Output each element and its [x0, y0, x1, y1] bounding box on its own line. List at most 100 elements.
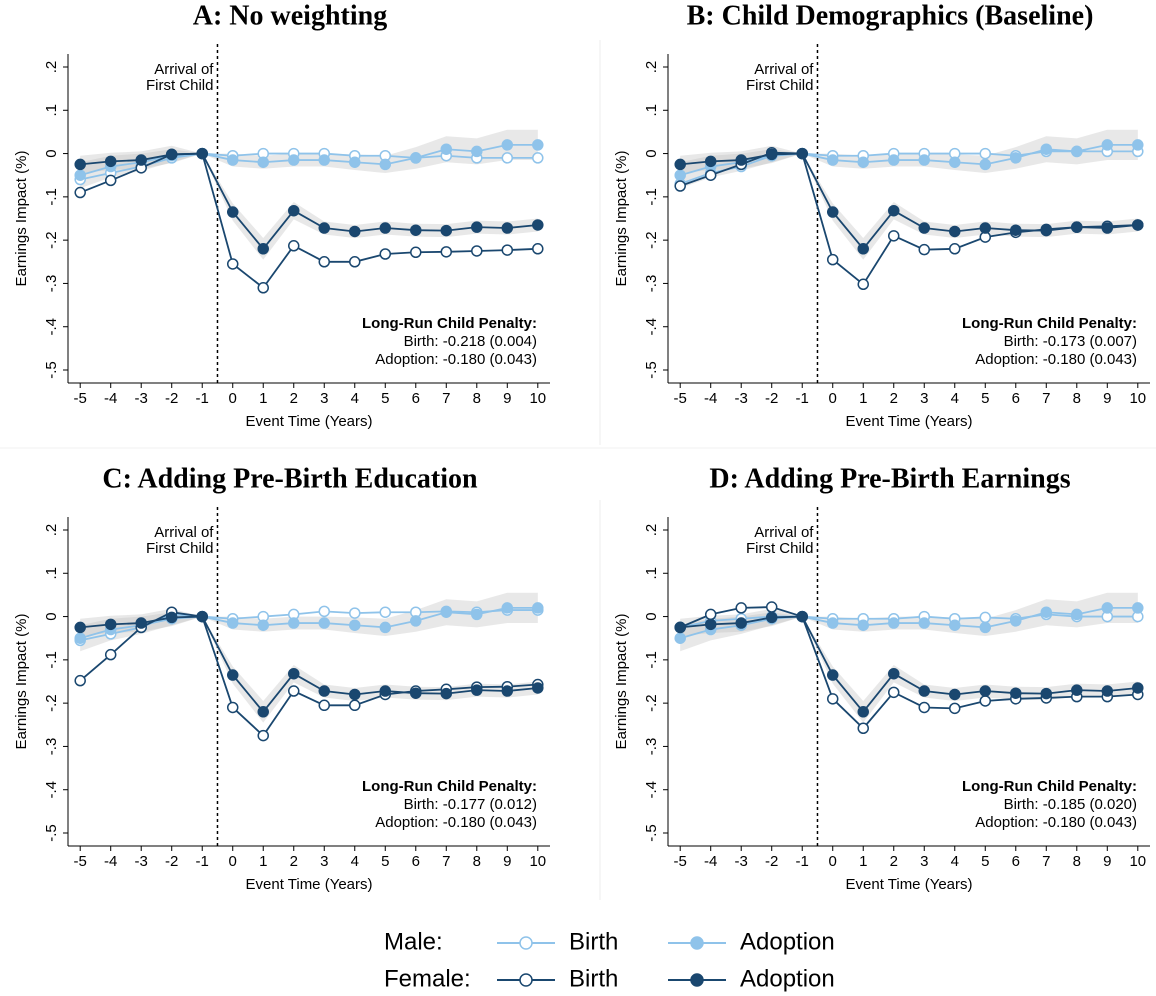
data-point [318, 685, 331, 697]
series-line [680, 152, 1138, 251]
series-line [680, 613, 1138, 629]
data-point [674, 158, 686, 171]
x-tick-label: -2 [765, 853, 778, 870]
data-point [349, 688, 361, 701]
data-point [501, 222, 514, 234]
y-tick-label: -.1 [43, 188, 60, 206]
data-point [318, 256, 331, 268]
y-tick-label: -.4 [643, 318, 660, 336]
y-tick-label: -.3 [43, 275, 60, 293]
y-tick-label: 0 [643, 149, 660, 157]
data-point [857, 706, 869, 718]
data-point [1101, 139, 1114, 151]
penalty-note: Birth: -0.177 (0.012) [404, 796, 537, 813]
data-point [501, 152, 514, 164]
data-point [318, 605, 331, 618]
data-point [318, 222, 331, 234]
x-tick-label: -3 [135, 853, 148, 870]
x-tick-label: 4 [951, 853, 959, 870]
data-point [1071, 608, 1083, 621]
x-tick-label: 2 [290, 390, 298, 407]
series-line [79, 607, 538, 640]
legend-label: Adoption [740, 965, 835, 992]
x-tick-label: -4 [104, 390, 117, 407]
data-point [735, 154, 747, 166]
data-point [226, 206, 239, 218]
data-point [1101, 222, 1114, 234]
data-point [165, 148, 178, 161]
y-tick-label: -.2 [643, 231, 660, 249]
data-point [349, 225, 361, 238]
data-point [104, 174, 117, 187]
data-point [826, 669, 839, 681]
chart-title: C: Adding Pre-Birth Education [102, 463, 478, 494]
data-point [826, 693, 839, 705]
data-point [440, 143, 453, 155]
data-point [826, 617, 839, 629]
ci-band [680, 129, 1138, 189]
x-tick-label: -5 [74, 390, 87, 407]
data-point [501, 244, 514, 256]
x-tick-label: 4 [351, 390, 359, 407]
x-tick-label: 9 [1103, 853, 1111, 870]
x-tick-label: 5 [381, 390, 389, 407]
data-point [287, 204, 300, 217]
data-point [1132, 602, 1144, 614]
data-point [1010, 615, 1022, 627]
data-point [74, 621, 86, 634]
data-point [979, 222, 992, 234]
x-tick-label: 10 [529, 390, 546, 407]
data-point [704, 169, 717, 181]
data-point [949, 619, 961, 631]
data-point [887, 204, 900, 217]
y-tick-label: -.2 [643, 694, 660, 712]
y-tick-label: -.2 [43, 231, 60, 249]
x-tick-label: 8 [1073, 853, 1081, 870]
data-point [826, 206, 839, 218]
data-point [471, 684, 483, 696]
data-point [704, 155, 717, 168]
data-point [74, 186, 86, 199]
y-tick-label: .1 [643, 567, 660, 580]
legend-label: Adoption [740, 928, 835, 955]
data-point [796, 147, 808, 160]
ci-band [80, 592, 538, 652]
x-tick-label: -4 [704, 853, 717, 870]
x-tick-label: 3 [920, 390, 928, 407]
y-tick-label: -.3 [643, 738, 660, 756]
data-point [1101, 602, 1114, 614]
data-point [1132, 219, 1144, 231]
x-tick-label: -3 [735, 390, 748, 407]
y-tick-label: 0 [43, 149, 60, 157]
x-axis-title: Event Time (Years) [246, 413, 373, 430]
legend-group: Female: [384, 965, 471, 992]
data-point [410, 687, 422, 699]
series-line [80, 152, 538, 181]
y-tick-label: -.4 [43, 781, 60, 799]
y-tick-label: -.4 [643, 781, 660, 799]
data-point [735, 617, 747, 629]
event-label: Arrival of [754, 61, 814, 78]
y-tick-label: -.3 [43, 738, 60, 756]
y-tick-label: .1 [43, 104, 60, 117]
data-point [674, 169, 686, 181]
data-point [532, 152, 544, 164]
data-point [765, 148, 778, 161]
y-tick-label: -.1 [43, 651, 60, 669]
data-point [226, 701, 239, 714]
series-line [80, 615, 538, 714]
y-tick-label: -.1 [643, 651, 660, 669]
data-point [226, 258, 239, 270]
data-point [287, 685, 300, 697]
x-tick-label: -2 [165, 853, 178, 870]
data-point [379, 621, 392, 634]
data-point [765, 611, 778, 624]
panel: D: Adding Pre-Birth Earnings .2 .1 0 -.1 -.2 -… [613, 463, 1150, 893]
data-point [104, 648, 117, 661]
data-point [979, 695, 992, 707]
data-point [257, 706, 269, 718]
data-point [796, 610, 808, 623]
data-point [1071, 684, 1083, 696]
data-point [918, 222, 931, 234]
